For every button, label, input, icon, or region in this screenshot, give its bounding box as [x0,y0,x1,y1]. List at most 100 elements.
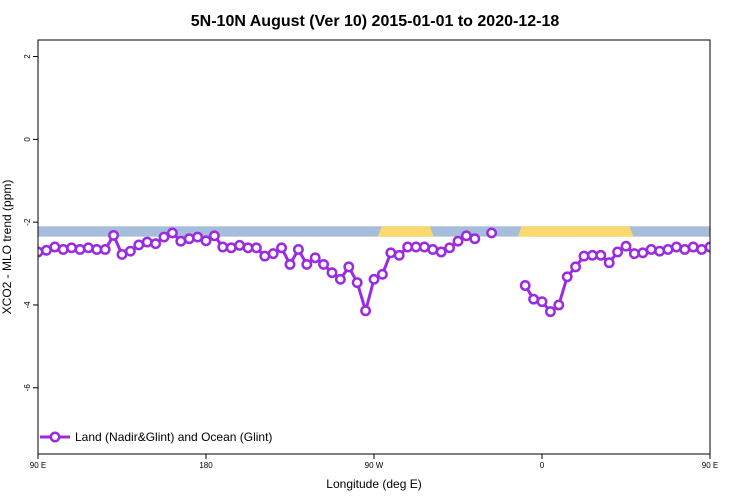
data-point [234,239,246,251]
data-point [183,233,195,245]
data-point [360,305,372,317]
data-point [343,261,355,273]
data-point [334,273,346,285]
data-point [603,257,615,269]
data-point [40,244,52,256]
data-point [376,268,388,280]
data-point [637,247,649,259]
data-point [108,229,120,241]
data-point [679,244,691,255]
y-tick-label-2: -2 [23,218,32,226]
x-tick-label-3: 0 [540,461,545,470]
data-point [578,250,590,262]
data-point [242,242,254,254]
data-point [133,239,145,251]
data-point [628,248,640,260]
data-point [519,280,531,291]
data-point [276,242,288,254]
y-tick-label-3: -4 [23,301,32,309]
x-tick-label-0: 90 E [30,461,46,470]
data-point [166,227,178,239]
data-point [731,231,739,239]
data-point [410,241,422,253]
data-point [696,244,708,255]
ocean-band [38,226,710,237]
data-point [284,258,296,270]
x-tick-label-4: 90 E [702,461,718,470]
data-point [74,244,86,255]
data-point [536,296,548,308]
series-layer [38,227,747,318]
data-point [544,306,556,318]
data-point [368,273,380,285]
y-axis-label: XCO2 - MLO trend (ppm) [0,180,14,315]
data-point [670,241,682,253]
data-point [662,244,674,255]
data-point [66,242,78,254]
data-point [351,277,363,289]
data-point [486,227,498,239]
x-axis: 90 E 180 90 W 0 90 E [30,454,718,470]
data-point [561,271,573,283]
data-point [452,235,464,247]
data-point [267,248,279,260]
data-point [150,238,162,250]
data-point [141,236,153,248]
data-point [385,247,397,259]
data-point [469,233,481,245]
x-tick-label-2: 90 W [365,461,384,470]
data-point [402,241,414,253]
series-0 [38,227,747,318]
data-point [292,244,304,255]
data-point [250,242,262,254]
data-point [116,249,128,260]
data-point [612,246,624,258]
data-point [192,231,204,243]
data-point [200,235,212,247]
data-point [418,241,430,253]
data-point [645,244,657,255]
data-point [427,244,439,255]
data-point [259,250,271,262]
data-point [225,242,237,254]
data-point [595,249,607,261]
land-span-0 [377,226,434,237]
data-point [99,244,111,255]
data-point [435,246,447,258]
data-point [620,240,632,252]
data-point [217,241,229,253]
data-point [82,242,94,254]
data-point [687,241,699,253]
data-point [444,242,456,254]
data-point [528,293,540,305]
data-point [318,258,330,270]
legend-marker-swatch [49,431,61,443]
data-point [393,249,405,261]
data-point [553,299,565,311]
data-point [570,261,582,273]
y-axis: 2 0 -2 -4 -6 [23,54,38,392]
land-span-1 [517,226,634,237]
data-point [301,258,313,270]
data-point [654,245,666,257]
x-axis-label: Longitude (deg E) [326,477,421,491]
data-point [57,244,69,255]
data-point [723,245,731,253]
data-point [586,249,598,261]
land-ocean-mask [38,226,710,237]
chart-title: 5N-10N August (Ver 10) 2015-01-01 to 202… [191,13,560,30]
data-point [158,231,170,243]
data-point [175,235,187,247]
data-point [460,230,472,242]
y-tick-label-4: -6 [23,384,32,392]
data-point [739,250,747,258]
data-point [91,244,103,255]
data-point [124,245,136,257]
data-point [714,244,722,252]
x-tick-label-1: 180 [199,461,213,470]
y-tick-label-1: 0 [23,137,32,142]
data-point [208,230,220,242]
legend-label: Land (Nadir&Glint) and Ocean (Glint) [75,430,272,444]
legend: Land (Nadir&Glint) and Ocean (Glint) [40,430,272,444]
